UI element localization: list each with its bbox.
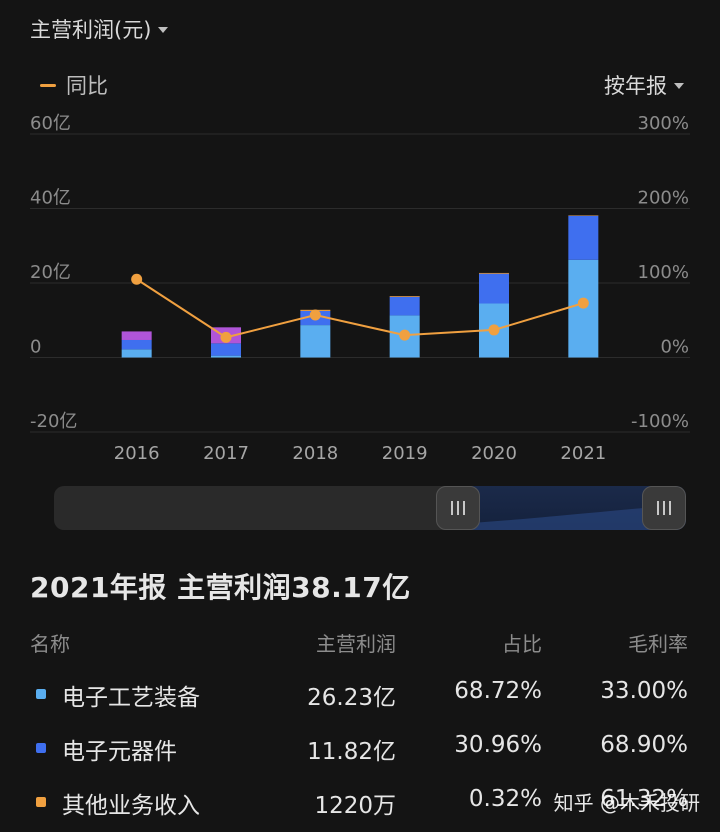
range-sparkline	[458, 504, 686, 530]
table-row[interactable]: 电子工艺装备 26.23亿 68.72% 33.00%	[0, 666, 720, 720]
table-header: 名称 主营利润 占比 毛利率	[0, 620, 720, 666]
bar-segment	[568, 215, 599, 260]
table-row[interactable]: 电子元器件 11.82亿 30.96% 68.90%	[0, 720, 720, 774]
y2-tick-label: -100%	[631, 411, 689, 432]
x-tick-label: 2017	[203, 443, 249, 464]
bar-segment	[479, 273, 509, 304]
bar-segment	[568, 259, 599, 358]
series-color-dot	[36, 743, 46, 753]
profit-chart: 60亿 300% 40亿 200% 20亿 100% 0 0% -20亿 -100% 2016 201…	[30, 113, 690, 464]
legend-label: 同比	[66, 74, 108, 98]
yoy-point	[131, 273, 143, 285]
yoy-line	[136, 278, 584, 339]
y-tick-label: 20亿	[30, 262, 71, 283]
row-profit: 11.82亿	[307, 739, 396, 765]
chart-title: 主营利润(元)	[30, 18, 152, 42]
bar-segment	[389, 296, 420, 297]
header-name: 名称	[30, 632, 70, 656]
x-tick-label: 2019	[382, 443, 428, 464]
y2-tick-label: 200%	[638, 188, 689, 209]
y2-tick-label: 100%	[638, 262, 689, 283]
y-tick-label: 0	[30, 337, 41, 358]
x-tick-label: 2020	[471, 443, 517, 464]
header-profit: 主营利润	[316, 632, 396, 656]
breakdown-table: 名称 主营利润 占比 毛利率 电子工艺装备 26.23亿 68.72% 33.0…	[0, 620, 720, 828]
row-profit: 1220万	[314, 793, 396, 819]
yoy-point	[309, 309, 321, 321]
period-dropdown[interactable]: 按年报	[604, 70, 684, 100]
header-share: 占比	[502, 632, 542, 656]
bar-segment	[121, 339, 152, 350]
chevron-down-icon	[158, 27, 169, 33]
yoy-point	[577, 297, 589, 309]
y-tick-label: -20亿	[30, 411, 77, 432]
grip-icon	[657, 501, 671, 515]
bar-segment	[121, 331, 152, 340]
x-tick-label: 2016	[114, 443, 160, 464]
row-share: 30.96%	[454, 732, 542, 758]
watermark: 知乎 @木禾投研	[553, 791, 700, 815]
row-margin: 68.90%	[600, 732, 688, 758]
summary-heading: 2021年报 主营利润38.17亿	[30, 571, 411, 604]
bar-segment	[389, 296, 420, 316]
bar-segment	[121, 349, 152, 358]
table-row[interactable]: 其他业务收入 1220万 0.32% 61.32%	[0, 774, 720, 828]
row-name: 其他业务收入	[62, 793, 200, 819]
range-handle-left[interactable]	[436, 486, 480, 530]
y2-tick-label: 300%	[638, 113, 689, 134]
chart-title-dropdown[interactable]: 主营利润(元)	[30, 14, 169, 44]
range-handle-right[interactable]	[642, 486, 686, 530]
row-name: 电子元器件	[62, 739, 177, 765]
bar-segment	[300, 325, 331, 358]
row-profit: 26.23亿	[307, 685, 396, 711]
line-legend-icon	[40, 83, 56, 87]
range-slider[interactable]	[54, 486, 686, 530]
yoy-point	[488, 324, 500, 336]
row-share: 68.72%	[454, 678, 542, 704]
yoy-point	[399, 329, 411, 341]
row-share: 0.32%	[468, 786, 542, 812]
legend-yoy[interactable]: 同比	[40, 70, 108, 100]
bar-segment	[211, 343, 241, 356]
x-tick-label: 2021	[560, 443, 606, 464]
row-margin: 61.32%	[600, 786, 688, 812]
y2-tick-label: 0%	[660, 337, 689, 358]
chevron-down-icon	[674, 83, 684, 89]
grip-icon	[451, 501, 465, 515]
bar-segment	[211, 355, 241, 358]
row-name: 电子工艺装备	[62, 685, 200, 711]
row-margin: 33.00%	[600, 678, 688, 704]
x-tick-label: 2018	[292, 443, 338, 464]
yoy-point	[220, 331, 232, 343]
series-color-dot	[36, 797, 46, 807]
y-tick-label: 60亿	[30, 113, 71, 134]
header-margin: 毛利率	[628, 632, 688, 656]
period-label: 按年报	[604, 74, 667, 98]
y-tick-label: 40亿	[30, 188, 71, 209]
series-color-dot	[36, 689, 46, 699]
bar-segment	[479, 272, 509, 274]
